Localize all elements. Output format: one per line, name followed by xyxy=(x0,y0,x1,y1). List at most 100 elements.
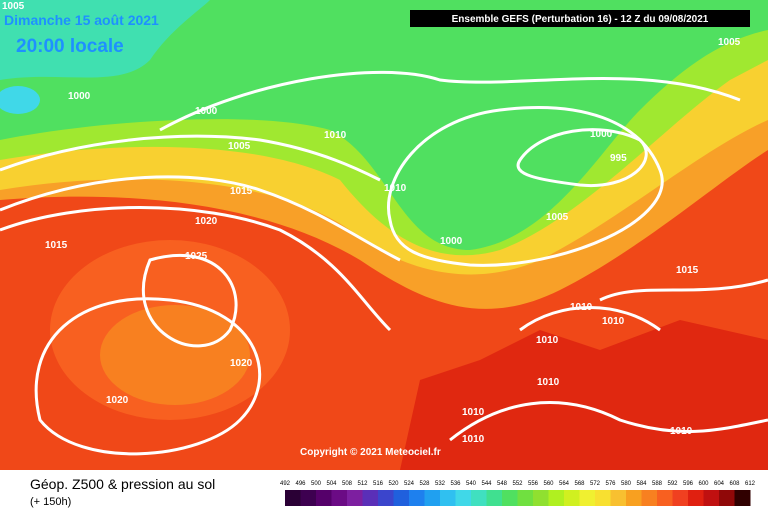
isobar-labels: 1005 1000 1005 1000 1005 1010 1010 1000 995 1015 1… xyxy=(2,1,741,445)
legend-swatch xyxy=(486,490,503,506)
legend-label: 496 xyxy=(295,481,306,487)
isobar-label: 1010 xyxy=(537,377,560,388)
legend-swatch xyxy=(641,490,658,506)
legend-label: 544 xyxy=(481,481,492,487)
isobar-label: 1005 xyxy=(546,212,569,223)
legend-label: 532 xyxy=(435,481,446,487)
legend-label: 576 xyxy=(605,481,616,487)
legend-label: 600 xyxy=(698,481,709,487)
run-box xyxy=(410,10,750,27)
isobar-label: 1010 xyxy=(384,183,407,194)
legend-swatch xyxy=(440,490,456,506)
legend-swatch xyxy=(548,490,565,506)
low-cyan xyxy=(0,86,40,114)
isobar-line xyxy=(0,134,381,182)
isobar-label: 995 xyxy=(610,153,627,164)
isobar-label: 1005 xyxy=(718,37,741,48)
legend-swatch xyxy=(362,490,379,506)
legend-swatch xyxy=(378,490,394,506)
legend-label: 588 xyxy=(652,481,663,487)
legend-swatch xyxy=(517,490,534,506)
legend-label: 520 xyxy=(388,481,399,487)
isobar-label: 1000 xyxy=(68,91,91,102)
isobar-label: 1010 xyxy=(602,316,625,327)
legend-label: 504 xyxy=(326,481,337,487)
legend-swatch xyxy=(347,490,363,506)
legend-label: 604 xyxy=(714,481,725,487)
isobar-label: 1020 xyxy=(195,216,218,227)
legend-label: 592 xyxy=(667,481,678,487)
legend-swatch xyxy=(455,490,472,506)
footer-title: Géop. Z500 & pression au sol xyxy=(30,476,215,492)
isobar-line xyxy=(159,70,741,132)
isobar-line xyxy=(141,253,238,348)
isobar-label: 1000 xyxy=(590,129,613,140)
legend-label: 540 xyxy=(466,481,477,487)
legend-swatch xyxy=(657,490,673,506)
legend-swatch xyxy=(672,490,689,506)
legend-swatch xyxy=(703,490,720,506)
legend-swatch xyxy=(285,490,301,506)
legend-swatch xyxy=(424,490,441,506)
isobar-line xyxy=(516,128,648,188)
legend-label: 516 xyxy=(373,481,384,487)
legend-swatch xyxy=(688,490,704,506)
copyright: Copyright © 2021 Meteociel.fr xyxy=(300,447,441,458)
legend-swatch xyxy=(300,490,317,506)
isobar-label: 1010 xyxy=(570,302,593,313)
legend: 492 496 500 504 508 512 516 520 524 528 532 536 540 5… xyxy=(280,481,756,506)
date: Dimanche 15 août 2021 xyxy=(4,12,159,28)
legend-swatch xyxy=(471,490,487,506)
legend-label: 596 xyxy=(683,481,694,487)
time: 20:00 locale xyxy=(16,36,124,57)
legend-swatch xyxy=(719,490,735,506)
legend-label: 500 xyxy=(311,481,322,487)
run-text: Ensemble GEFS (Perturbation 16) - 12 Z d… xyxy=(452,14,709,25)
legend-swatch xyxy=(579,490,596,506)
isobar-label: 1010 xyxy=(324,130,347,141)
legend-label: 556 xyxy=(528,481,539,487)
isobar-label: 1015 xyxy=(230,186,253,197)
isobar-label: 1000 xyxy=(440,236,463,247)
legend-label: 508 xyxy=(342,481,353,487)
high-orange xyxy=(100,305,250,405)
legend-label: 580 xyxy=(621,481,632,487)
legend-swatch xyxy=(533,490,549,506)
legend-label: 552 xyxy=(512,481,523,487)
legend-swatch xyxy=(595,490,611,506)
legend-label: 548 xyxy=(497,481,508,487)
legend-label: 528 xyxy=(419,481,430,487)
isobar-line xyxy=(387,106,664,267)
isobar-label: 1005 xyxy=(228,141,251,152)
legend-label: 560 xyxy=(543,481,554,487)
legend-swatch xyxy=(610,490,627,506)
isobar-line xyxy=(0,206,392,332)
legend-swatch xyxy=(316,490,332,506)
isobar-label: 1020 xyxy=(230,358,253,369)
isobar-line xyxy=(449,401,768,442)
isobar-label: 1010 xyxy=(462,434,485,445)
legend-label: 608 xyxy=(729,481,740,487)
isobar-label: 1025 xyxy=(185,251,208,262)
legend-label: 564 xyxy=(559,481,570,487)
isobar-label: 1005 xyxy=(2,1,25,12)
legend-swatch xyxy=(502,490,518,506)
isobar-label: 1015 xyxy=(45,240,68,251)
isobar-label: 1010 xyxy=(536,335,559,346)
legend-swatch xyxy=(564,490,580,506)
legend-label: 568 xyxy=(574,481,585,487)
legend-label: 584 xyxy=(636,481,647,487)
isobar-label: 1000 xyxy=(195,106,218,117)
footer-lead: (+ 150h) xyxy=(30,496,71,508)
legend-swatch xyxy=(409,490,425,506)
isobar-label: 1010 xyxy=(670,426,693,437)
legend-swatch xyxy=(331,490,348,506)
legend-label: 524 xyxy=(404,481,415,487)
legend-label: 572 xyxy=(590,481,601,487)
isobar-label: 1015 xyxy=(676,265,699,276)
legend-label: 612 xyxy=(745,481,756,487)
legend-swatch xyxy=(626,490,642,506)
legend-label: 536 xyxy=(450,481,461,487)
